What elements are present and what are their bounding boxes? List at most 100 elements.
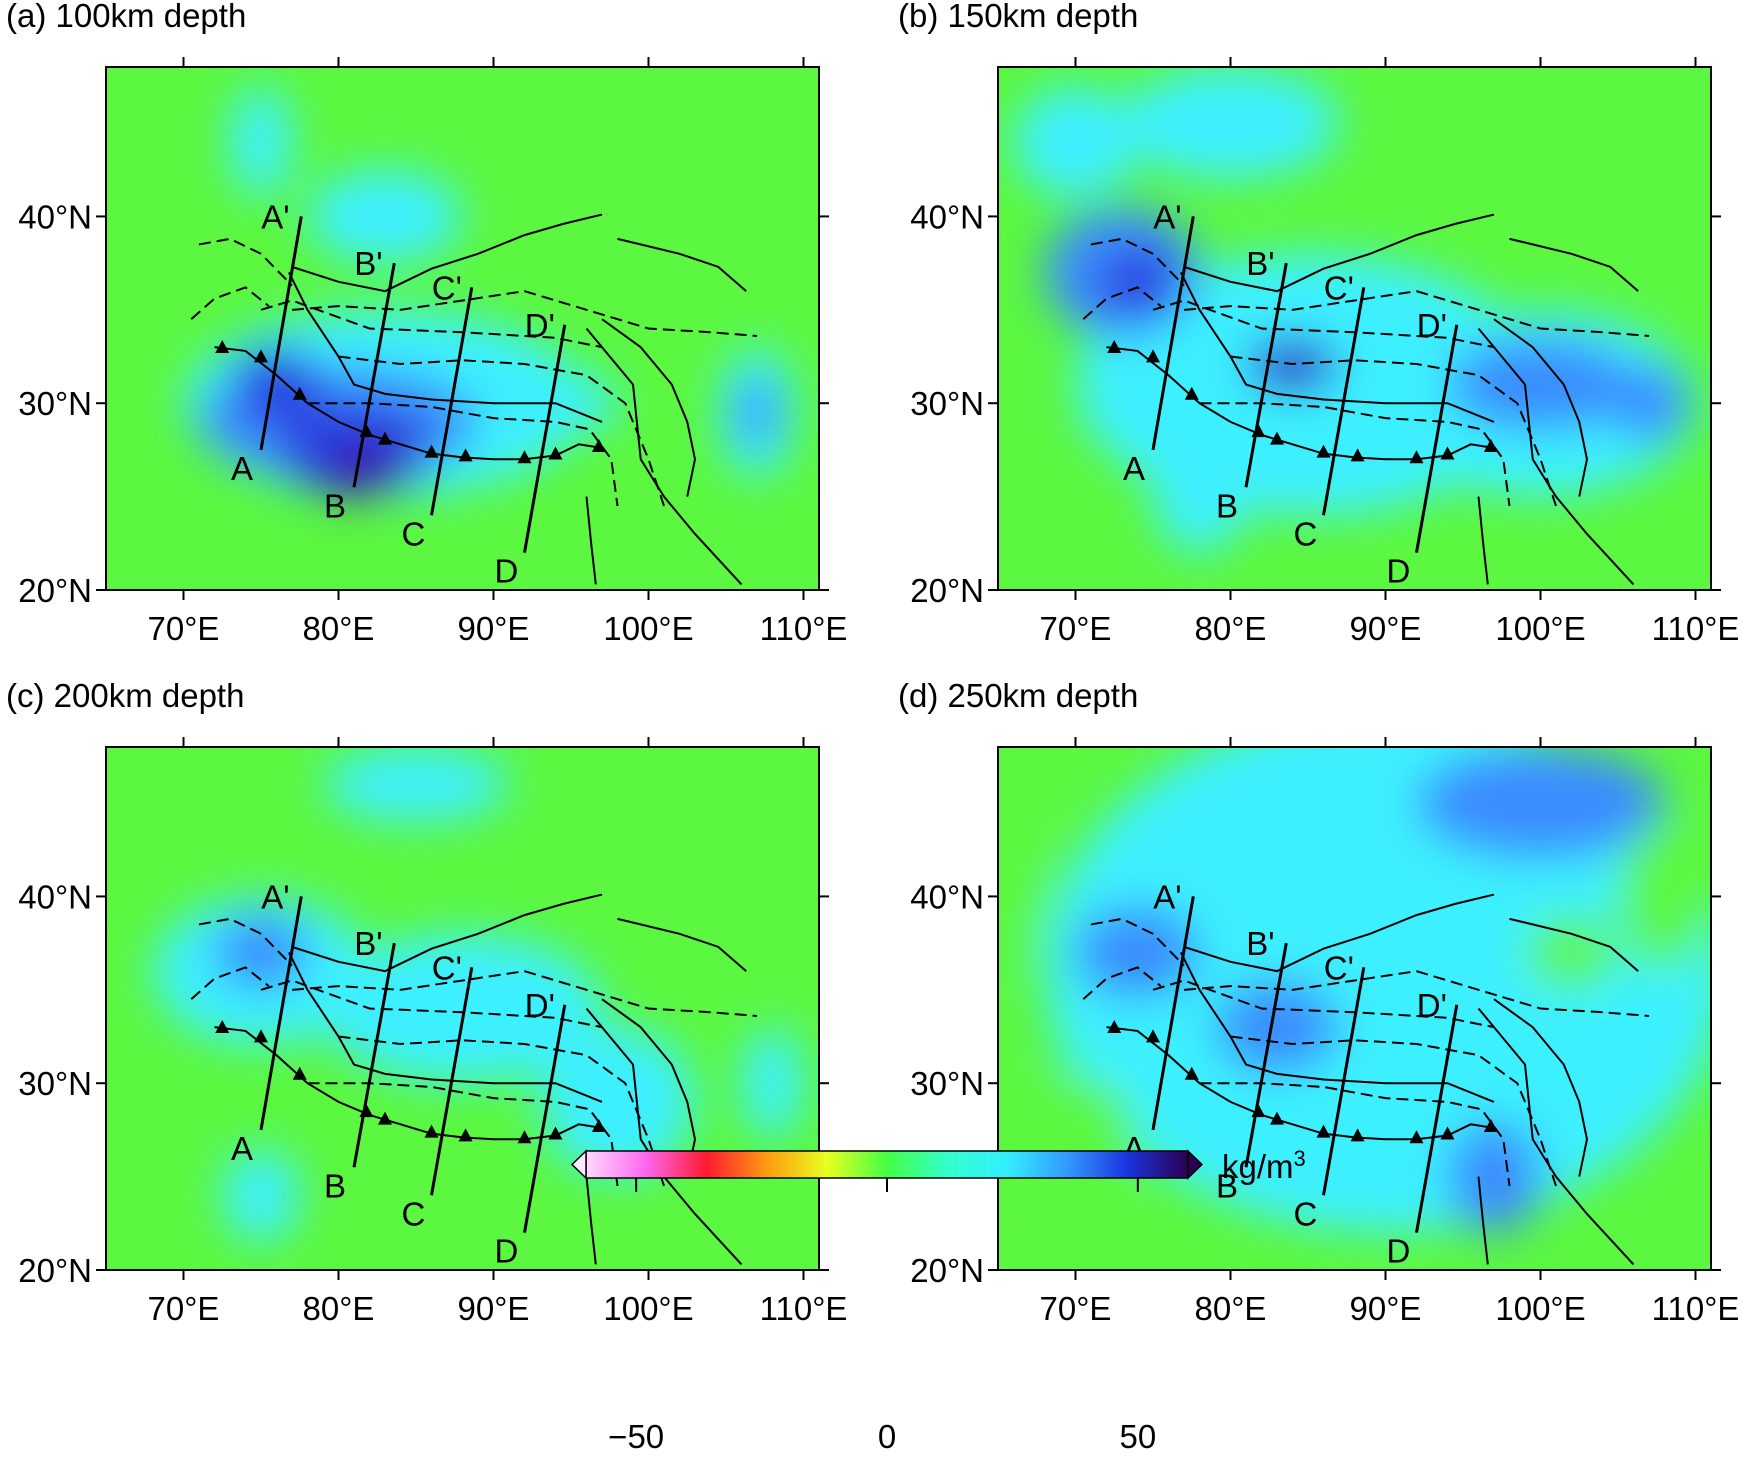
profile-end: B' [1246, 245, 1274, 282]
x-tick-label: 110°E [1652, 1290, 1740, 1327]
frame [997, 66, 1712, 591]
profile-end: C' [432, 269, 462, 306]
thrust-triangle [378, 1111, 392, 1125]
profile-end: A' [261, 878, 289, 915]
x-tick-label: 110°E [1652, 610, 1740, 647]
fault-dashed [1082, 286, 1162, 320]
y-tick-label: 40°N [910, 198, 984, 235]
thrust-triangle [1146, 1029, 1160, 1043]
anomaly [540, 1027, 695, 1177]
profile-line [430, 287, 474, 516]
x-tick-label: 100°E [1495, 1290, 1585, 1327]
anomaly [1122, 67, 1339, 180]
map-panel: (c) 200km depth A A' B B' C C' D D' 70°E 80°E 90°E 1… [6, 677, 847, 1327]
fault [1180, 952, 1495, 1103]
thrust-triangle [1483, 1119, 1498, 1133]
profile-start: B [1216, 1167, 1238, 1204]
profile-end: B' [1246, 925, 1274, 962]
profile-line [352, 942, 396, 1168]
anomaly [1075, 905, 1200, 1000]
profile-line [259, 216, 303, 451]
profile-end: C' [432, 949, 462, 986]
profile-end: D' [525, 307, 555, 344]
thrust-triangle [378, 431, 392, 445]
faults [190, 213, 758, 586]
profile-end: A' [1153, 198, 1181, 235]
profile-line [259, 896, 303, 1131]
thrust-triangle [1270, 431, 1284, 445]
anomaly [323, 933, 602, 1084]
anomaly [1610, 365, 1688, 441]
anomaly [222, 1148, 300, 1242]
y-tick-label: 20°N [910, 572, 984, 609]
fault [1509, 917, 1639, 972]
anomaly [323, 747, 509, 822]
thrust-triangle [1440, 1126, 1455, 1140]
fault-dashed [190, 286, 270, 320]
x-tick-label: 80°E [303, 610, 375, 647]
unit-superscript: 3 [1294, 1146, 1306, 1171]
unit-text: kg/m [1222, 1148, 1294, 1185]
colorbar-tick-label: 0 [878, 1418, 896, 1455]
frame [997, 746, 1712, 1271]
anomaly [1044, 747, 1711, 1233]
thrust-triangle [292, 1066, 307, 1080]
anomaly [330, 440, 409, 497]
thrust-triangle [517, 450, 532, 464]
fault-dashed [291, 290, 758, 337]
thrust-triangle [254, 349, 268, 363]
fault-dashed [1082, 966, 1162, 1000]
anomaly [1098, 248, 1177, 316]
colorbar-unit: kg/m3 [1222, 1146, 1306, 1185]
profile-line [1322, 287, 1366, 516]
anomaly-blobs [1013, 67, 1696, 553]
map-panel: (a) 100km depth A A' B B' C C' D D' 70°E 80°E 90°E 1… [6, 0, 847, 647]
profile-start: D [495, 1233, 519, 1270]
thrust-triangle [458, 448, 473, 462]
anomaly [307, 169, 463, 264]
x-tick-label: 70°E [148, 1290, 220, 1327]
anomaly [230, 85, 292, 198]
fault [291, 213, 603, 293]
thrust-triangle [1409, 1130, 1424, 1144]
profile-start: C [1294, 1195, 1318, 1232]
x-tick-label: 100°E [1495, 610, 1585, 647]
anomaly [998, 821, 1045, 972]
profile-end: C' [1324, 269, 1354, 306]
thrust-triangle [1316, 444, 1331, 458]
profile-line [1322, 967, 1366, 1196]
profile-start: B [324, 1167, 346, 1204]
profile-start: D [495, 553, 519, 590]
colorbar-low-arrow [570, 1149, 587, 1180]
profile-start: C [402, 515, 426, 552]
fault [1183, 213, 1495, 293]
profile-line [1415, 1004, 1459, 1233]
x-tick-label: 80°E [1195, 1290, 1267, 1327]
profile-start: A [231, 450, 253, 487]
profile-line [1151, 896, 1195, 1131]
x-tick-label: 80°E [1195, 610, 1267, 647]
thrust-triangle [424, 444, 439, 458]
panel-title: (d) 250km depth [898, 677, 1138, 714]
x-tick-label: 90°E [1350, 610, 1422, 647]
y-tick-label: 20°N [910, 1252, 984, 1289]
anomaly [1447, 1120, 1541, 1233]
colorbar-ramp [585, 1150, 1189, 1179]
profile-line [1151, 216, 1195, 451]
profile-end: D' [1417, 307, 1447, 344]
profile-start: A [231, 1130, 253, 1167]
thrust-triangle [548, 1126, 563, 1140]
x-tick-label: 90°E [1350, 1290, 1422, 1327]
anomaly [1447, 337, 1634, 432]
fault [1477, 327, 1635, 586]
thrust-triangle [591, 1119, 606, 1133]
thrust-triangle [254, 1029, 268, 1043]
anomaly [1525, 915, 1618, 990]
density-field [998, 67, 1711, 590]
thrust-triangle [1350, 448, 1365, 462]
y-tick-label: 40°N [18, 878, 92, 915]
profile-line [1244, 262, 1288, 488]
profile-end: A' [261, 198, 289, 235]
